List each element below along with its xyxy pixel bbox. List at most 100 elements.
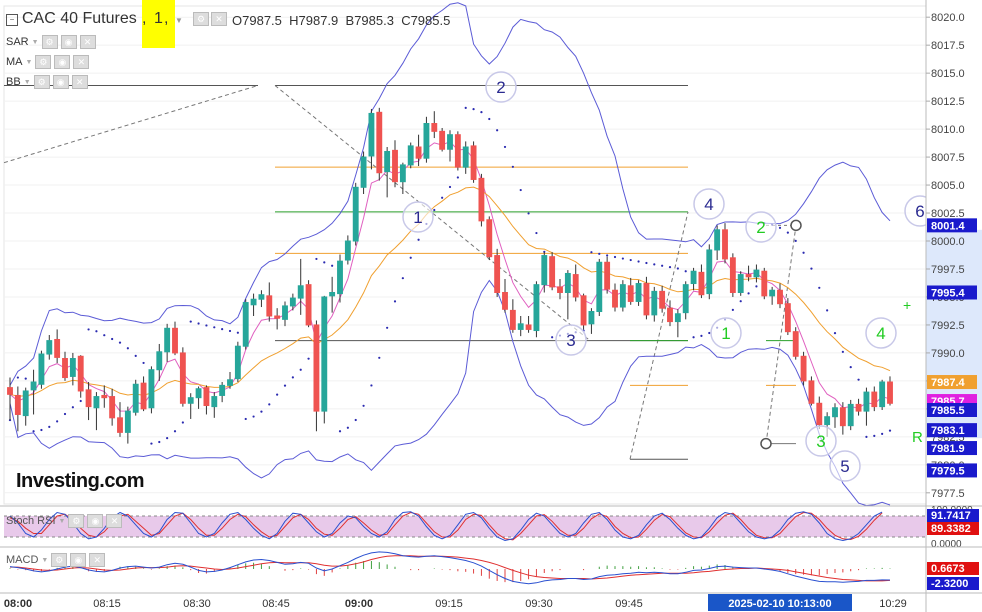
candle-body [7, 387, 13, 395]
price-tag-text: 7995.4 [931, 287, 966, 299]
high-value: 7987.9 [298, 13, 339, 28]
indicator-sar[interactable]: SAR ▼ ⚙ ◉ ✕ [6, 34, 96, 50]
candle-body [289, 297, 296, 307]
candle-body [847, 403, 854, 427]
indicator-label: SAR [6, 36, 29, 48]
y-tick-label: 8002.5 [931, 208, 965, 220]
price-tag [927, 423, 977, 438]
indicator-bb[interactable]: BB ▼ ⚙ ◉ ✕ [6, 74, 88, 90]
candle-body [62, 358, 68, 379]
macd-label[interactable]: MACD ▼ ⚙ ◉ ✕ [6, 553, 106, 567]
y-tick-label: 8000.0 [931, 236, 965, 248]
settings-icon[interactable]: ⚙ [193, 12, 209, 26]
indicator-ma[interactable]: MA ▼ ⚙ ◉ ✕ [6, 54, 90, 70]
settings-icon[interactable]: ⚙ [68, 514, 85, 528]
sar-dot [472, 108, 475, 111]
sar-dot [888, 429, 892, 432]
close-icon[interactable]: ✕ [71, 75, 88, 89]
chevron-down-icon[interactable]: ▼ [25, 58, 33, 66]
settings-icon[interactable]: ⚙ [41, 35, 58, 49]
interval-value[interactable]: 1 [154, 10, 163, 27]
sar-dot [378, 356, 381, 359]
close-icon[interactable]: ✕ [106, 514, 123, 528]
candle [109, 388, 116, 426]
chevron-down-icon[interactable]: ▼ [41, 556, 49, 564]
chevron-down-icon[interactable]: ▼ [23, 78, 31, 86]
sar-dot [857, 378, 860, 381]
close-icon[interactable]: ✕ [79, 35, 96, 49]
collapse-icon[interactable]: − [6, 14, 18, 26]
sar-dot [56, 420, 59, 423]
candle-body [745, 274, 752, 278]
close-icon[interactable]: ✕ [89, 553, 106, 567]
chevron-down-icon[interactable]: ▼ [58, 517, 66, 525]
sar-dot [213, 326, 216, 329]
x-tick-label: 09:00 [345, 598, 373, 610]
dropdown-icon[interactable]: ▼ [175, 16, 183, 25]
candle [203, 385, 210, 415]
stoch-scale: 0.0000 [931, 539, 962, 550]
sar-dot [739, 300, 742, 303]
candle [619, 280, 626, 312]
candle [478, 173, 485, 227]
candle [132, 379, 139, 416]
sar-dot [181, 421, 184, 424]
wave-number: 4 [704, 195, 713, 214]
candle [30, 369, 37, 415]
candle-body [777, 289, 783, 305]
sar-dot [590, 251, 593, 254]
candle [800, 351, 807, 386]
candle [124, 406, 131, 444]
trend-line [3, 84, 259, 164]
candle-body [816, 402, 823, 426]
candle [282, 301, 288, 327]
sar-dot [409, 256, 412, 259]
candle-body [502, 291, 508, 310]
candle [266, 282, 273, 322]
candle [148, 366, 155, 414]
candle [274, 308, 281, 330]
candle [454, 131, 461, 171]
candle [329, 276, 336, 313]
candle-body [454, 134, 461, 168]
visibility-icon[interactable]: ◉ [54, 55, 71, 69]
candle-body [690, 270, 697, 285]
visibility-icon[interactable]: ◉ [52, 75, 69, 89]
candle-body [22, 390, 29, 417]
visibility-icon[interactable]: ◉ [87, 514, 104, 528]
settings-icon[interactable]: ⚙ [35, 55, 52, 69]
candle-body [54, 338, 61, 358]
sar-dot [786, 231, 789, 234]
candle [572, 264, 579, 302]
settings-icon[interactable]: ⚙ [51, 553, 68, 567]
candles[interactable] [7, 107, 893, 444]
symbol-name[interactable]: CAC 40 Futures [22, 10, 137, 27]
interval-highlight[interactable] [142, 0, 175, 48]
close-icon[interactable]: ✕ [73, 55, 90, 69]
sar-dot [456, 176, 459, 179]
anchor-point [760, 437, 772, 450]
candle-body [46, 340, 53, 355]
candle-body [824, 416, 831, 426]
stoch-rsi-label[interactable]: Stoch RSI ▼ ⚙ ◉ ✕ [6, 514, 123, 528]
sar-dot [228, 329, 232, 333]
sar-dot [448, 185, 452, 189]
sar-dot [747, 292, 750, 295]
candle [470, 141, 477, 183]
settings-icon[interactable]: ⚙ [33, 75, 50, 89]
visibility-icon[interactable]: ◉ [70, 553, 87, 567]
candle [753, 264, 760, 283]
open-label: O [232, 13, 243, 28]
sar-dot [865, 435, 868, 438]
visibility-icon[interactable]: ◉ [60, 35, 77, 49]
sar-dot [95, 330, 98, 333]
close-icon[interactable]: ✕ [211, 12, 227, 26]
y-tick-label: 7997.5 [931, 264, 965, 276]
time-axis[interactable]: 08:00 08:15 08:30 08:45 09:00 09:15 09:30 09:45… [0, 592, 982, 611]
macd-panel[interactable]: 0.6673 -2.3200 [0, 546, 982, 590]
panel-title: Stoch RSI [6, 515, 56, 527]
chevron-down-icon[interactable]: ▼ [31, 38, 39, 46]
